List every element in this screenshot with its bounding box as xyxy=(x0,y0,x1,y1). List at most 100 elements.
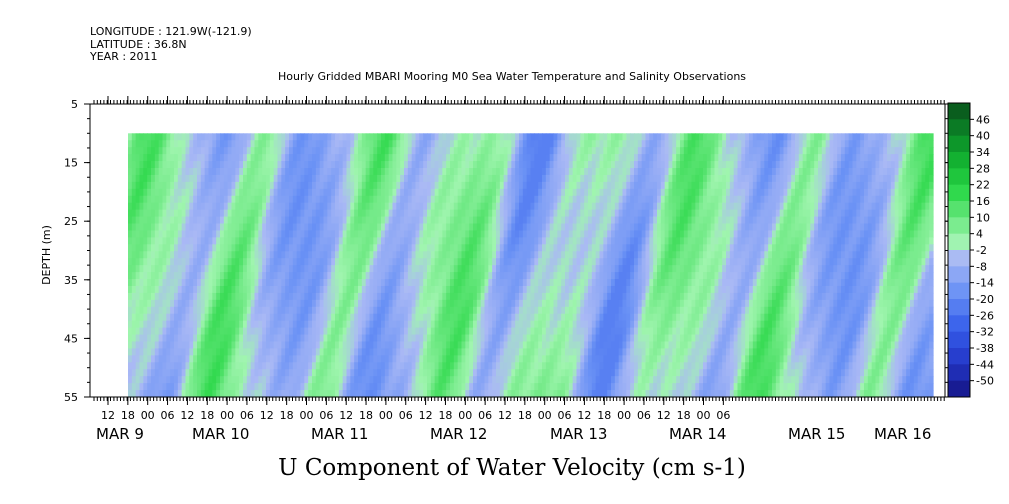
heatmap-cell xyxy=(507,341,512,350)
heatmap-cell xyxy=(212,258,217,266)
heatmap-cell xyxy=(618,362,624,370)
heatmap-cell xyxy=(488,279,493,287)
heatmap-cell xyxy=(331,258,336,266)
heatmap-cell xyxy=(143,230,148,238)
heatmap-cell xyxy=(361,279,367,287)
heatmap-cell xyxy=(354,348,359,356)
heatmap-cell xyxy=(220,390,225,398)
heatmap-cell xyxy=(354,355,359,363)
heatmap-cell xyxy=(450,292,455,301)
heatmap-cell xyxy=(599,244,604,252)
heatmap-cell xyxy=(273,216,279,225)
heatmap-cell xyxy=(396,154,401,162)
heatmap-cell xyxy=(484,237,489,245)
heatmap-cell xyxy=(614,216,620,225)
heatmap-cell xyxy=(273,161,279,169)
heatmap-cell xyxy=(480,154,486,162)
heatmap-cell xyxy=(177,230,183,238)
heatmap-cell xyxy=(266,279,271,287)
heatmap-cell xyxy=(243,244,248,252)
heatmap-cell xyxy=(292,202,298,211)
heatmap-cell xyxy=(599,216,604,225)
heatmap-cell xyxy=(185,147,190,155)
heatmap-cell xyxy=(450,133,455,141)
heatmap-cell xyxy=(411,216,417,225)
heatmap-cell xyxy=(158,313,164,322)
heatmap-cell xyxy=(239,348,244,356)
heatmap-cell xyxy=(258,181,263,190)
heatmap-cell xyxy=(568,285,574,294)
heatmap-cell xyxy=(269,174,275,183)
heatmap-cell xyxy=(170,362,175,370)
heatmap-cell xyxy=(177,272,183,280)
heatmap-cell xyxy=(557,313,562,322)
heatmap-cell xyxy=(254,334,259,343)
heatmap-cell xyxy=(273,202,279,211)
heatmap-cell xyxy=(545,334,551,343)
heatmap-cell xyxy=(515,299,520,308)
heatmap-cell xyxy=(243,251,248,259)
heatmap-cell xyxy=(591,299,597,308)
heatmap-cell xyxy=(292,272,298,280)
heatmap-cell xyxy=(549,341,555,350)
heatmap-cell xyxy=(254,313,259,322)
heatmap-cell xyxy=(227,320,233,329)
heatmap-cell xyxy=(373,168,378,176)
heatmap-cell xyxy=(476,279,482,287)
heatmap-cell xyxy=(614,265,620,273)
heatmap-cell xyxy=(250,244,256,252)
heatmap-cell xyxy=(308,161,313,169)
heatmap-cell xyxy=(292,230,298,238)
heatmap-cell xyxy=(216,223,221,232)
heatmap-cell xyxy=(430,188,436,197)
heatmap-cell xyxy=(162,383,167,391)
heatmap-cell xyxy=(588,341,593,350)
heatmap-cell xyxy=(189,390,194,398)
heatmap-cell xyxy=(599,147,604,155)
heatmap-cell xyxy=(208,355,213,363)
heatmap-cell xyxy=(603,181,608,190)
heatmap-cell xyxy=(576,216,581,225)
heatmap-cell xyxy=(208,230,213,238)
heatmap-cell xyxy=(216,216,221,225)
heatmap-cell xyxy=(618,168,624,176)
heatmap-cell xyxy=(384,147,390,155)
heatmap-cell xyxy=(135,251,141,259)
heatmap-cell xyxy=(235,334,240,343)
heatmap-cell xyxy=(327,216,332,225)
heatmap-cell xyxy=(354,251,359,259)
heatmap-cell xyxy=(212,320,217,329)
heatmap-cell xyxy=(499,265,505,273)
heatmap-cell xyxy=(453,292,459,301)
heatmap-cell xyxy=(557,299,562,308)
heatmap-cell xyxy=(507,299,512,308)
heatmap-cell xyxy=(174,279,179,287)
heatmap-cell xyxy=(312,258,317,266)
heatmap-cell xyxy=(614,279,620,287)
heatmap-cell xyxy=(147,237,152,245)
heatmap-cell xyxy=(170,216,175,225)
heatmap-cell xyxy=(208,390,213,398)
heatmap-cell xyxy=(377,195,382,204)
heatmap-cell xyxy=(492,209,497,218)
heatmap-cell xyxy=(296,285,302,294)
heatmap-cell xyxy=(346,174,351,183)
heatmap-cell xyxy=(285,306,290,315)
heatmap-cell xyxy=(599,195,604,204)
heatmap-cell xyxy=(588,292,593,301)
heatmap-cell xyxy=(346,188,351,197)
heatmap-cell xyxy=(369,230,374,238)
heatmap-cell xyxy=(289,181,294,190)
heatmap-cell xyxy=(392,348,397,356)
heatmap-cell xyxy=(576,313,581,322)
heatmap-cell xyxy=(580,327,585,336)
heatmap-cell xyxy=(603,313,608,322)
heatmap-cell xyxy=(254,279,259,287)
heatmap-cell xyxy=(185,251,190,259)
heatmap-cell xyxy=(128,154,133,162)
heatmap-cell xyxy=(557,383,562,391)
heatmap-cell xyxy=(342,327,348,336)
heatmap-cell xyxy=(131,313,137,322)
heatmap-cell xyxy=(511,188,516,197)
heatmap-cell xyxy=(526,327,532,336)
